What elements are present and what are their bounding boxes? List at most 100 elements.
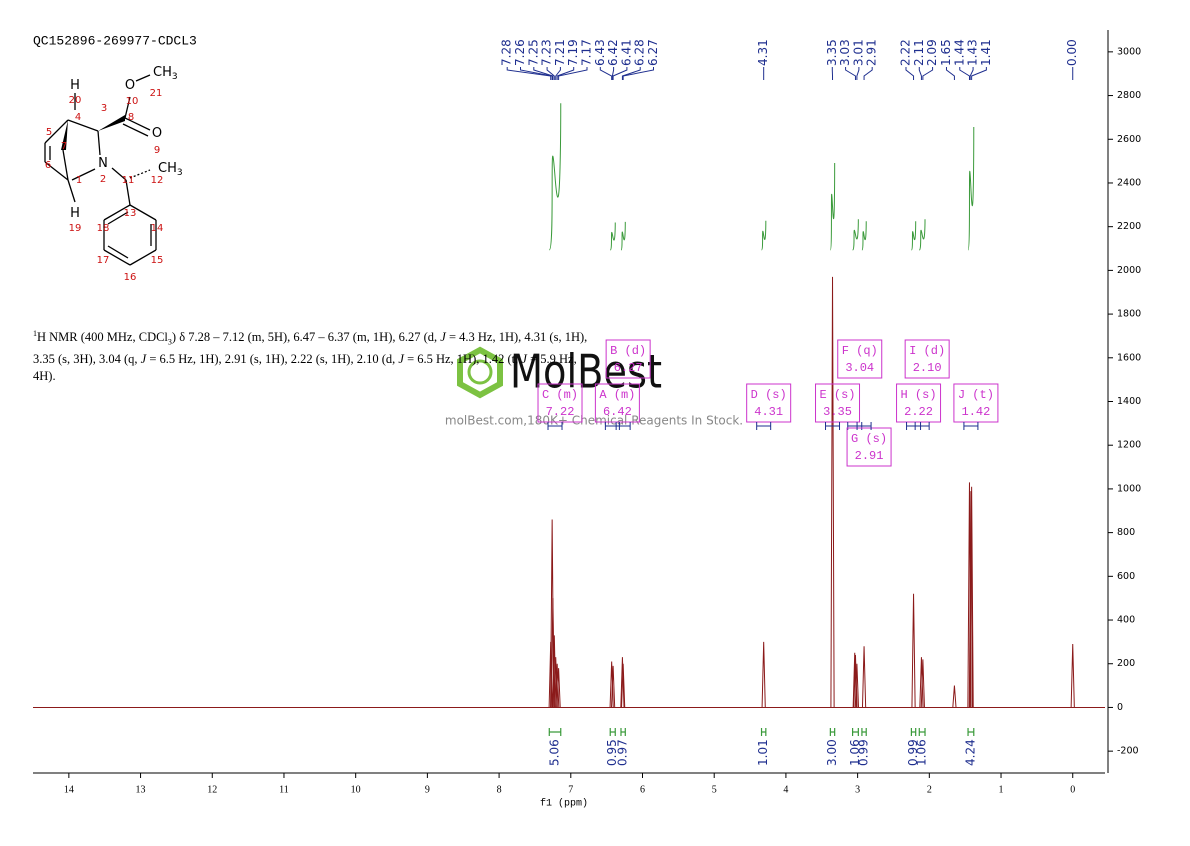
atom-number: 2 — [100, 174, 106, 185]
y-tick-label: 2000 — [1117, 265, 1141, 276]
x-tick-label: 9 — [425, 784, 430, 795]
y-tick-label: 2200 — [1117, 221, 1141, 232]
description-run: = 6.5 Hz, 1H), 2.91 (s, 1H), 2.22 (s, 1H… — [146, 352, 398, 366]
multiplet-label: B (d) — [610, 344, 646, 358]
multiplet-label: G (s) — [851, 432, 887, 446]
integral-bracket — [862, 728, 866, 736]
atom-label: H — [70, 78, 80, 93]
peak-label: 7.17 — [580, 39, 594, 66]
peak-label-leader — [600, 67, 611, 80]
y-tick-label: 0 — [1117, 702, 1123, 713]
peak-label-leader — [923, 67, 933, 80]
y-tick-label: 3000 — [1117, 46, 1141, 57]
integral-curve — [610, 222, 615, 250]
integral-curve — [853, 219, 859, 250]
x-tick-label: 2 — [927, 784, 932, 795]
peak-label-leader — [613, 67, 627, 80]
atom-label: O — [152, 126, 162, 141]
description-run: ) δ 7.28 – 7.12 (m, 5H), 6.47 – 6.37 (m,… — [172, 330, 440, 344]
multiplet-shift: 1.42 — [962, 405, 991, 419]
atom-number: 9 — [154, 145, 160, 156]
integral-bracket — [968, 728, 974, 736]
peak-label: 1.44 — [952, 39, 966, 66]
atom-symbol: O — [125, 78, 135, 93]
atom-symbol: O — [152, 126, 162, 141]
multiplet-shift: 2.22 — [904, 405, 933, 419]
multiplet-shift: 2.91 — [855, 449, 884, 463]
atom-number: 19 — [69, 223, 82, 234]
atom-number: 18 — [97, 223, 110, 234]
peak-label: 1.41 — [979, 39, 993, 66]
integral-label: 4.24 — [963, 739, 977, 766]
multiplet-box: E (s)3.35 — [816, 384, 860, 430]
peak-label: 3.35 — [825, 39, 839, 66]
bond — [63, 150, 68, 180]
atom-number: 1 — [76, 175, 82, 186]
peak-label: 7.26 — [513, 39, 527, 66]
integral-label: 3.00 — [825, 739, 839, 766]
integral-curve — [968, 127, 974, 250]
atom-number: 16 — [124, 272, 137, 283]
y-tick-label: 1000 — [1117, 483, 1141, 494]
x-tick-label: 3 — [855, 784, 860, 795]
nmr-description: 1H NMR (400 MHz, CDCl3) δ 7.28 – 7.12 (m… — [33, 325, 598, 385]
spectrum-peak — [912, 594, 915, 708]
peak-label-leader — [846, 67, 856, 80]
integral-bracket — [549, 728, 560, 736]
integral-curve — [762, 221, 766, 250]
multiplet-label: F (q) — [842, 344, 878, 358]
integral-bracket — [853, 728, 859, 736]
atom-number: 17 — [97, 255, 110, 266]
peak-label: 6.28 — [633, 39, 647, 66]
integral-label: 0.97 — [616, 739, 630, 766]
multiplet-shift: 7.22 — [546, 405, 575, 419]
atom-number: 6 — [45, 160, 51, 171]
multiplet-label: I (d) — [909, 344, 945, 358]
x-tick-label: 11 — [279, 784, 289, 795]
peak-label: 6.42 — [606, 39, 620, 66]
integral-curve — [862, 221, 866, 250]
atom-symbol: H — [70, 78, 80, 93]
multiplet-shift: 3.04 — [845, 361, 874, 375]
peak-label: 2.11 — [912, 39, 926, 66]
multiplet-box: D (s)4.31 — [747, 384, 791, 430]
peak-label: 4.31 — [756, 39, 770, 66]
x-tick-label: 5 — [712, 784, 717, 795]
multiplet-shift: 6.42 — [603, 405, 632, 419]
integral-bracket — [621, 728, 625, 736]
atom-label: CH3 — [153, 65, 178, 82]
y-tick-label: 600 — [1117, 571, 1135, 582]
peak-label: 6.27 — [646, 39, 660, 66]
wedge-bond — [98, 115, 125, 131]
spectrum-peak — [1071, 644, 1074, 707]
multiplet-label: C (m) — [542, 388, 578, 402]
x-tick-label: 4 — [783, 784, 788, 795]
integral-curve — [919, 219, 925, 250]
x-axis-label: f1 (ppm) — [540, 798, 588, 810]
peak-label: 7.23 — [540, 39, 554, 66]
integral-label: 1.01 — [756, 739, 770, 766]
x-tick-label: 6 — [640, 784, 645, 795]
atom-label: N — [98, 156, 108, 171]
multiplet-range — [757, 422, 771, 430]
peak-label: 6.43 — [593, 39, 607, 66]
peak-label-leader — [556, 67, 561, 80]
peak-label: 6.41 — [619, 39, 633, 66]
peak-label: 7.21 — [553, 39, 567, 66]
multiplet-box: H (s)2.22 — [897, 384, 941, 430]
integral-label: 1.06 — [915, 739, 929, 766]
y-tick-label: 1400 — [1117, 396, 1141, 407]
peak-label: 3.01 — [851, 39, 865, 66]
integral-bracket — [830, 728, 834, 736]
peak-label: 2.22 — [898, 39, 912, 66]
y-tick-label: 1800 — [1117, 309, 1141, 320]
x-tick-label: 0 — [1070, 784, 1075, 795]
y-tick-label: 1200 — [1117, 440, 1141, 451]
peak-label-leader — [906, 67, 914, 80]
multiplet-label: J (t) — [958, 388, 994, 402]
y-tick-label: 800 — [1117, 527, 1135, 538]
x-tick-label: 12 — [207, 784, 217, 795]
spectrum-peak — [953, 686, 956, 708]
y-tick-label: 2400 — [1117, 177, 1141, 188]
y-tick-label: 200 — [1117, 658, 1135, 669]
